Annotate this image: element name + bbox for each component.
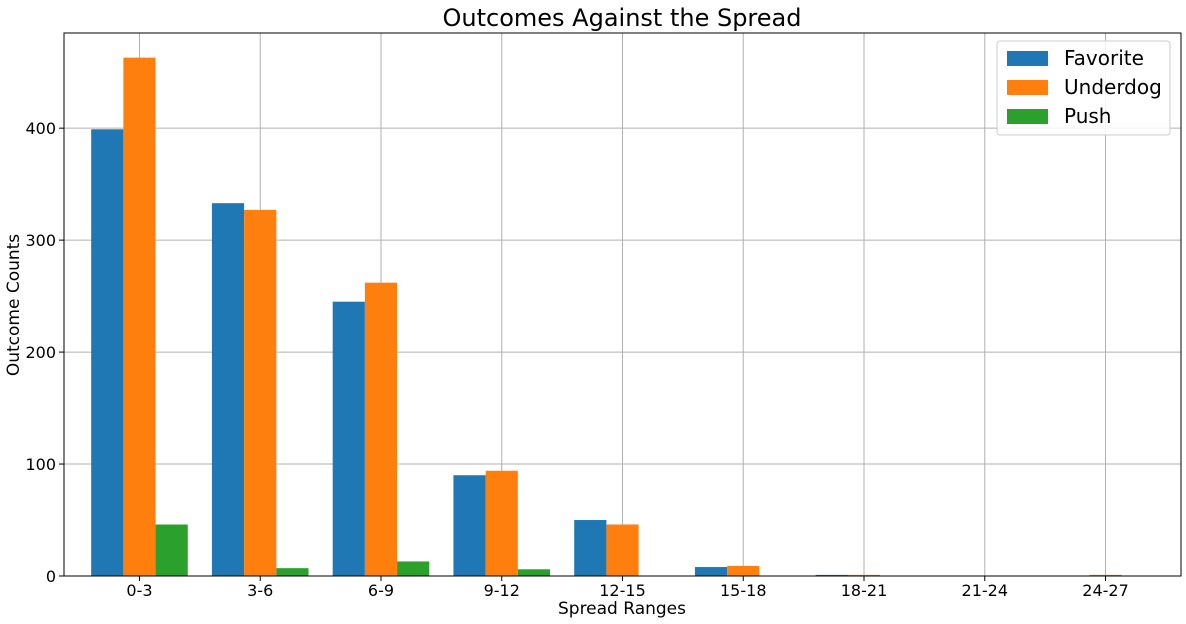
bar-favorite-18-21: [815, 574, 848, 576]
bar-underdog-12-15: [606, 524, 639, 576]
bar-underdog-9-12: [485, 470, 518, 576]
bar-underdog-15-18: [727, 565, 760, 576]
legend-label-favorite: Favorite: [1064, 46, 1144, 70]
bars: [91, 57, 1122, 577]
bar-underdog-24-27: [1089, 574, 1122, 576]
legend-swatch-push: [1007, 109, 1048, 124]
y-tick-label: 300: [25, 231, 56, 250]
bar-push-9-12: [517, 569, 551, 576]
bar-push-6-9: [397, 561, 430, 576]
bar-favorite-9-12: [453, 475, 486, 576]
bar-underdog-6-9: [364, 282, 398, 576]
bar-favorite-6-9: [332, 301, 365, 576]
x-tick-label: 18-21: [841, 581, 888, 600]
x-tick-label: 6-9: [368, 581, 394, 600]
bar-underdog-3-6: [244, 209, 277, 577]
legend-swatch-underdog: [1007, 80, 1048, 95]
bar-favorite-12-15: [574, 520, 607, 576]
y-tick-label: 100: [25, 455, 56, 474]
legend-swatch-favorite: [1007, 51, 1048, 66]
legend-label-push: Push: [1064, 104, 1111, 128]
y-tick-label: 200: [25, 343, 56, 362]
bar-underdog-0-3: [123, 57, 156, 577]
x-axis-label: Spread Ranges: [558, 599, 686, 619]
y-axis-ticks: 0 100 200 300 400: [25, 119, 64, 586]
bar-favorite-15-18: [694, 567, 728, 576]
x-tick-label: 9-12: [484, 581, 520, 600]
x-tick-label: 15-18: [720, 581, 767, 600]
bar-favorite-3-6: [211, 203, 245, 577]
bar-underdog-18-21: [847, 574, 881, 576]
x-tick-label: 24-27: [1082, 581, 1129, 600]
bar-push-3-6: [276, 568, 309, 576]
legend-label-underdog: Underdog: [1064, 75, 1162, 99]
y-tick-label: 0: [46, 567, 56, 586]
bar-push-0-3: [155, 524, 188, 576]
x-tick-label: 0-3: [126, 581, 152, 600]
y-tick-label: 400: [25, 119, 56, 138]
x-tick-label: 3-6: [247, 581, 273, 600]
bar-favorite-0-3: [91, 129, 124, 576]
chart-title: Outcomes Against the Spread: [443, 4, 802, 32]
y-axis-label: Outcome Counts: [4, 234, 24, 376]
x-tick-label: 21-24: [962, 581, 1009, 600]
x-tick-label: 12-15: [599, 581, 646, 600]
legend: Favorite Underdog Push: [996, 40, 1171, 136]
x-axis-ticks: 0-3 3-6 6-9 9-12 12-15 15-18 18-21 21-24 24-27: [126, 576, 1129, 600]
